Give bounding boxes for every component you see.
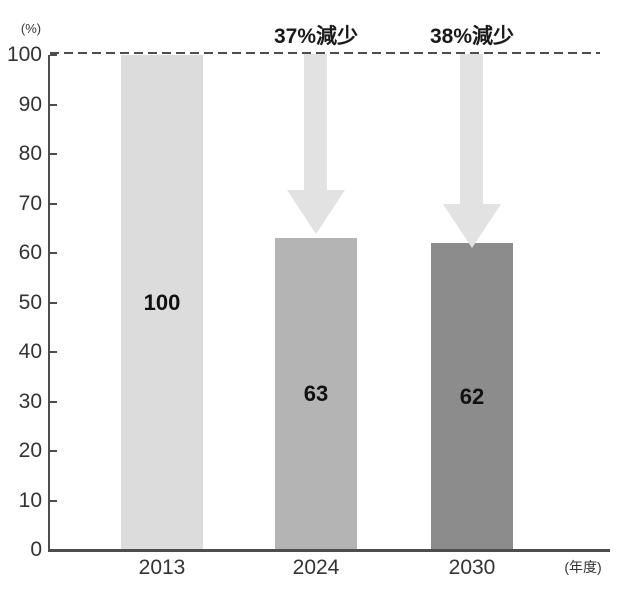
y-tick-70 (50, 203, 57, 205)
y-tick-40 (50, 351, 57, 353)
y-tick-label-80: 80 (18, 142, 42, 165)
y-tick-label-10: 10 (18, 489, 42, 512)
bar-2030 (431, 243, 513, 550)
x-axis-unit-label: (年度) (564, 559, 602, 575)
bar-value-label-2024: 63 (303, 381, 329, 406)
y-tick-100 (50, 54, 57, 56)
y-tick-60 (50, 252, 57, 254)
annotation-label-2030: 38%減少 (429, 25, 515, 48)
y-tick-label-60: 60 (18, 241, 42, 264)
y-tick-30 (50, 401, 57, 403)
bar-2013 (121, 55, 203, 550)
bar-value-label-2030: 62 (459, 384, 485, 409)
annotation-label-2024: 37%減少 (273, 25, 359, 48)
y-tick-50 (50, 302, 57, 304)
y-axis-line (48, 55, 50, 552)
y-tick-20 (50, 450, 57, 452)
y-tick-label-40: 40 (18, 340, 42, 363)
y-tick-label-50: 50 (18, 291, 42, 314)
x-category-label-2013: 2013 (138, 556, 186, 579)
decrease-arrow-head-icon-2030 (443, 204, 501, 248)
decrease-arrow-shaft-2030 (460, 54, 483, 204)
y-tick-10 (50, 500, 57, 502)
y-tick-label-20: 20 (18, 439, 42, 462)
y-tick-80 (50, 153, 57, 155)
y-tick-label-70: 70 (18, 192, 42, 215)
x-category-label-2024: 2024 (292, 556, 340, 579)
y-tick-label-90: 90 (18, 93, 42, 116)
y-axis-unit-label: (%) (20, 21, 42, 36)
bar-value-label-2013: 100 (143, 290, 181, 315)
y-tick-label-0: 0 (30, 538, 42, 561)
baseline-dashed-line (50, 52, 600, 54)
y-tick-label-30: 30 (18, 390, 42, 413)
x-category-label-2030: 2030 (448, 556, 496, 579)
x-axis-line (48, 549, 610, 552)
bar-2024 (275, 238, 357, 550)
decrease-arrow-head-icon-2024 (287, 190, 345, 234)
y-tick-label-100: 100 (6, 43, 42, 66)
y-tick-90 (50, 104, 57, 106)
decrease-arrow-shaft-2024 (304, 54, 327, 190)
